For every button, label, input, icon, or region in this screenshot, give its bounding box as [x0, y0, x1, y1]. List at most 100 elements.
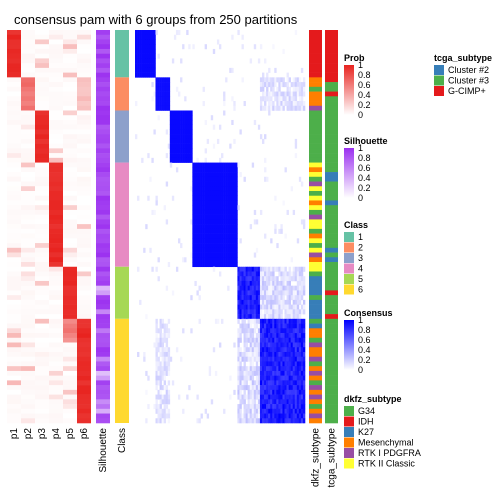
- consensus-cell: [294, 318, 298, 324]
- prob-cell: [49, 72, 63, 78]
- prob-cell: [49, 115, 63, 121]
- consensus-cell: [270, 238, 273, 244]
- consensus-cell: [210, 172, 214, 178]
- consensus-cell: [198, 418, 201, 424]
- consensus-cell: [286, 366, 289, 372]
- consensus-cell: [243, 408, 246, 414]
- consensus-cell: [147, 44, 150, 50]
- consensus-cell: [225, 228, 228, 234]
- tcga-cell: [325, 328, 338, 334]
- consensus-cell: [280, 404, 283, 410]
- consensus-cell: [288, 351, 291, 358]
- dkfz-cell: [309, 243, 322, 249]
- silhouette-cell: [96, 252, 110, 258]
- consensus-cell: [227, 214, 230, 220]
- consensus-cell: [231, 224, 234, 230]
- consensus-cell: [235, 162, 238, 168]
- consensus-cell: [255, 333, 259, 339]
- consensus-cell: [218, 124, 222, 130]
- tcga-cell: [325, 86, 338, 92]
- prob-cell: [35, 342, 49, 348]
- consensus-cell: [210, 224, 214, 230]
- prob-cell: [77, 361, 91, 367]
- tcga-cell: [325, 408, 338, 414]
- consensus-cell: [221, 252, 224, 258]
- consensus-cell: [192, 257, 195, 263]
- prob-cell: [35, 48, 49, 54]
- column-label: p5: [65, 428, 76, 440]
- consensus-cell: [141, 48, 144, 54]
- consensus-cell: [233, 262, 236, 268]
- consensus-cell: [286, 77, 289, 83]
- tcga-legend-label: Cluster #2: [448, 65, 489, 75]
- consensus-cell: [251, 285, 255, 291]
- consensus-cell: [249, 224, 253, 230]
- consensus-cell: [245, 328, 248, 334]
- prob-cell: [7, 219, 21, 225]
- prob-cell: [35, 200, 49, 206]
- prob-cell: [63, 48, 77, 54]
- consensus-cell: [302, 370, 306, 376]
- consensus-cell: [249, 370, 253, 376]
- consensus-cell: [243, 370, 246, 376]
- consensus-cell: [302, 276, 306, 282]
- consensus-cell: [251, 347, 255, 353]
- consensus-cell: [135, 39, 138, 45]
- class-legend-swatch: [344, 242, 354, 253]
- consensus-cell: [163, 105, 167, 111]
- consensus-cell: [251, 356, 255, 362]
- consensus-cell: [163, 77, 167, 83]
- consensus-cell: [165, 153, 169, 159]
- consensus-cell: [163, 328, 167, 334]
- consensus-cell: [137, 63, 140, 69]
- prob-cell: [63, 115, 77, 121]
- prob-cell: [63, 380, 77, 386]
- consensus-cell: [214, 247, 218, 253]
- consensus-cell: [268, 370, 271, 376]
- consensus-cell: [184, 110, 187, 116]
- consensus-cell: [296, 101, 300, 107]
- consensus-cell: [237, 347, 240, 353]
- consensus-cell: [208, 243, 212, 249]
- prob-cell: [63, 304, 77, 310]
- silhouette-cell: [96, 337, 110, 343]
- consensus-cell: [229, 162, 232, 168]
- consensus-cell: [149, 39, 152, 45]
- consensus-cell: [202, 224, 205, 230]
- consensus-cell: [182, 44, 185, 50]
- consensus-cell: [159, 385, 162, 391]
- consensus-cell: [282, 418, 285, 424]
- silhouette-legend-tick: 0.6: [358, 163, 371, 173]
- consensus-cell: [300, 370, 304, 376]
- tcga-cell: [325, 247, 338, 253]
- consensus-cell: [276, 105, 279, 111]
- consensus-cell: [221, 172, 224, 178]
- prob-cell: [49, 82, 63, 88]
- consensus-cell: [294, 361, 298, 367]
- prob-cell: [77, 63, 91, 69]
- consensus-cell: [272, 408, 275, 414]
- consensus-cell: [184, 153, 187, 159]
- consensus-cell: [261, 280, 265, 286]
- consensus-cell: [153, 209, 156, 215]
- consensus-cell: [270, 347, 273, 353]
- prob-cell: [77, 91, 91, 97]
- tcga-cell: [325, 380, 338, 386]
- consensus-cell: [214, 219, 218, 225]
- consensus-cell: [157, 105, 160, 111]
- consensus-cell: [261, 413, 265, 419]
- prob-cell: [77, 280, 91, 286]
- consensus-cell: [264, 167, 267, 173]
- consensus-cell: [278, 375, 281, 381]
- prob-cell: [49, 129, 63, 135]
- consensus-cell: [292, 394, 296, 400]
- consensus-cell: [264, 342, 267, 348]
- class-block: [115, 266, 129, 319]
- consensus-cell: [300, 380, 304, 386]
- consensus-cell: [202, 205, 205, 211]
- tcga-cell: [325, 190, 338, 197]
- consensus-cell: [135, 44, 138, 50]
- consensus-cell: [206, 238, 210, 244]
- prob-cell: [35, 129, 49, 135]
- consensus-cell: [173, 138, 177, 144]
